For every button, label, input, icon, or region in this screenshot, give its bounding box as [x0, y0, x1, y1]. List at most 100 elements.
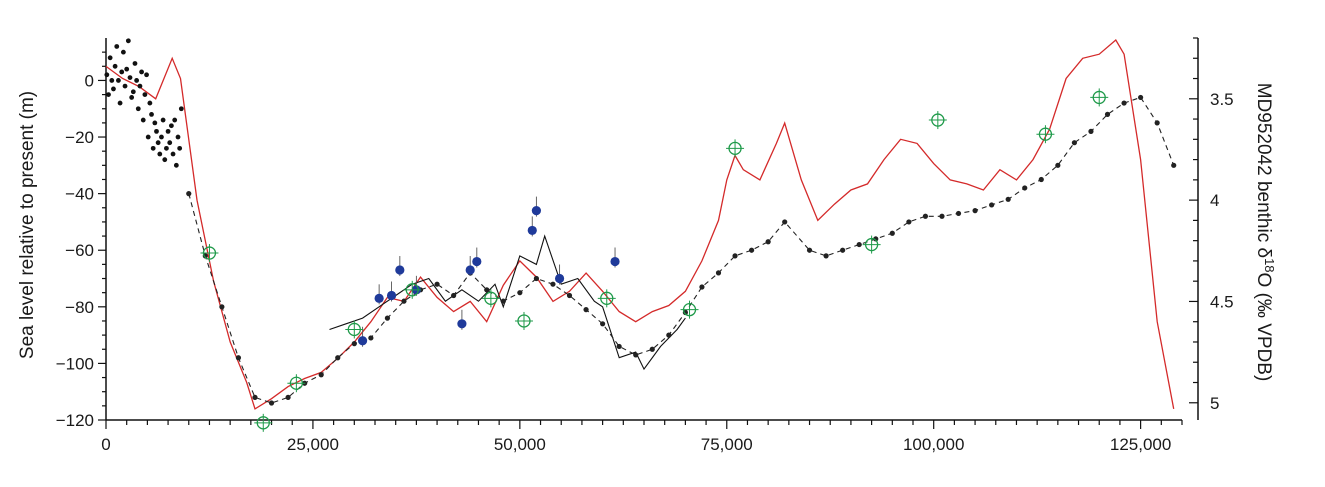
dashed-series-point [616, 343, 622, 350]
dashed-series-point [600, 321, 606, 327]
black-dot-point [144, 72, 149, 78]
green-point [1038, 127, 1053, 141]
black-dot-point [114, 44, 120, 49]
black-dot-point [152, 120, 158, 126]
dashed-series-point [451, 292, 457, 299]
y-tick-label: −20 [65, 128, 94, 147]
dashed-series-point [889, 230, 895, 236]
black-dot-point [140, 117, 146, 123]
dashed-series-point [765, 239, 771, 245]
blue-point [531, 206, 542, 216]
dashed-series-point [649, 346, 655, 352]
x-tick-label: 125,000 [1110, 435, 1171, 454]
blue-point [472, 256, 482, 267]
black-dot-point [112, 63, 118, 69]
y-tick-label: −40 [65, 185, 94, 204]
dashed-series-point [856, 241, 862, 248]
green-point [931, 113, 945, 127]
dashed-series-point [1071, 140, 1077, 146]
dashed-series-point [368, 335, 374, 341]
dashed-series-point [840, 247, 846, 253]
dashed-series-point [782, 219, 788, 225]
black-dot-point [111, 86, 116, 92]
black-dot-point [173, 162, 179, 168]
black-dot-point [106, 92, 111, 97]
dashed-series-point [533, 275, 540, 282]
black-dot-point [159, 134, 164, 140]
green-point [517, 314, 531, 328]
black-dot-point [124, 66, 130, 72]
black-dot-point [145, 134, 151, 140]
dashed-series-point [268, 400, 275, 406]
black-dot-point [164, 145, 169, 151]
y-tick-label: 0 [85, 71, 94, 90]
dashed-series-point [335, 355, 341, 361]
blue-point [374, 293, 384, 303]
black-dot-point [135, 106, 141, 112]
dashed-series-point [1055, 162, 1061, 168]
black-dot-point [139, 69, 144, 75]
dashed-series-point [318, 372, 324, 378]
y-axis-title: Sea level relative to present (m) [17, 91, 38, 359]
y-tick-label: −100 [56, 354, 94, 373]
series-layer [105, 39, 1177, 410]
black-dot-point [172, 117, 178, 123]
x-tick-label: 50,000 [494, 435, 546, 454]
dashed-series-point [1022, 185, 1028, 191]
dashed-series-point [401, 298, 407, 304]
black-dot-point [125, 38, 131, 44]
black-dot-point [160, 117, 166, 123]
y2-tick-label: 5 [1210, 394, 1219, 413]
dashed-series-point [1121, 100, 1127, 106]
black-dot-point [150, 145, 156, 151]
dashed-series-point [500, 298, 506, 304]
dashed-series-point [732, 253, 738, 259]
y-tick-label: −60 [65, 241, 94, 260]
dashed-series-point [219, 304, 225, 310]
dashed-series-point [550, 281, 556, 287]
black-dot-point [134, 78, 140, 83]
black-dot-point [107, 55, 113, 61]
black-dot-point [178, 106, 184, 112]
black-dot-point [122, 83, 128, 89]
black-dot-point [168, 123, 174, 129]
green-point [256, 416, 270, 430]
dashed-series-point [1154, 120, 1160, 126]
green-point [864, 237, 879, 252]
green-point [682, 302, 697, 317]
dashed-series-point [517, 290, 523, 296]
dashed-series-point [633, 352, 639, 358]
dashed-series-point [666, 332, 672, 338]
dashed-series-point [285, 394, 291, 400]
x-tick-label: 100,000 [903, 435, 964, 454]
black-dot-point [162, 157, 168, 163]
green-point [728, 141, 742, 156]
dashed-series-point [955, 210, 962, 217]
green-point [1092, 90, 1106, 105]
x-tick-label: 0 [101, 435, 110, 454]
black-dot-point [117, 100, 123, 106]
blue-point [554, 273, 565, 284]
black-dot-point [137, 83, 143, 89]
dashed-series-point [1088, 128, 1094, 134]
black-dot-point [119, 69, 125, 75]
dashed-series-point [235, 355, 242, 361]
dashed-series-point [699, 284, 705, 290]
green-point [484, 291, 498, 305]
dashed-series-point [1005, 196, 1011, 202]
dashed-series-point [972, 208, 978, 214]
dashed-series-point [252, 394, 258, 400]
black-dot-point [116, 78, 121, 83]
dashed-series-point [873, 236, 879, 242]
dashed-series-point [806, 247, 813, 253]
black-dot-point [170, 151, 176, 157]
black-dot-point [120, 49, 126, 55]
green-point [405, 283, 419, 297]
black-dot-point [147, 100, 153, 106]
dashed-series-point [434, 281, 440, 287]
black-dot-point [165, 128, 171, 134]
dashed-series-point [1171, 162, 1177, 168]
dashed-series-point [823, 253, 829, 259]
dashed-series-point [939, 213, 945, 219]
